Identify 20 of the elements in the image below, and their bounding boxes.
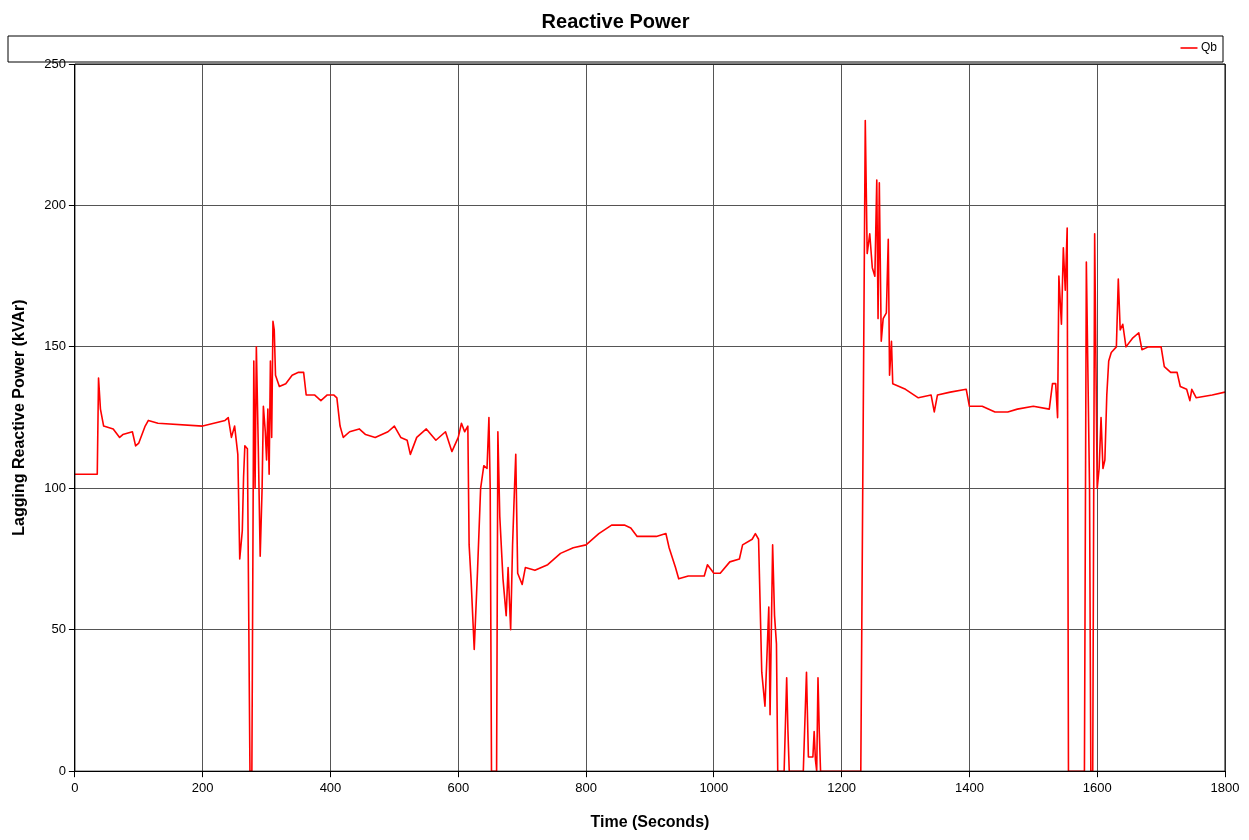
y-tick-label: 50	[51, 621, 66, 637]
y-tick-label: 100	[44, 479, 66, 495]
y-tick-label: 250	[44, 55, 66, 71]
x-tick-label: 1200	[827, 779, 857, 795]
x-tick-label: 1000	[699, 779, 729, 795]
y-axis-title: Lagging Reactive Power (kVAr)	[10, 299, 28, 536]
x-tick-label: 200	[191, 779, 214, 795]
x-tick-label: 800	[575, 779, 597, 795]
chart-title: Reactive Power	[541, 9, 690, 32]
x-tick-label: 600	[447, 779, 470, 795]
x-tick-label: 0	[71, 779, 79, 795]
y-tick-label: 0	[58, 762, 66, 778]
y-tick-label: 150	[44, 338, 66, 354]
y-tick-label: 200	[44, 197, 66, 213]
x-tick-label: 1600	[1082, 779, 1112, 795]
x-tick-label: 1400	[954, 779, 984, 795]
x-axis-title: Time (Seconds)	[590, 812, 710, 830]
x-tick-label: 400	[319, 779, 342, 795]
x-tick-label: 1800	[1210, 779, 1240, 795]
legend-label: Qb	[1200, 40, 1218, 55]
